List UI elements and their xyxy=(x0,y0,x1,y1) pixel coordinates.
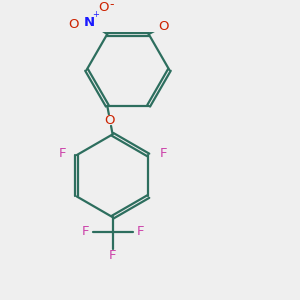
Text: N: N xyxy=(83,16,95,28)
Text: F: F xyxy=(159,147,167,160)
Text: O: O xyxy=(68,18,78,31)
Text: +: + xyxy=(92,11,99,20)
Text: O: O xyxy=(158,20,169,33)
Text: F: F xyxy=(58,147,66,160)
Text: O: O xyxy=(105,114,115,127)
Text: F: F xyxy=(81,225,89,238)
Text: F: F xyxy=(136,225,144,238)
Text: F: F xyxy=(109,249,116,262)
Text: O: O xyxy=(98,1,109,14)
Text: -: - xyxy=(109,0,113,11)
